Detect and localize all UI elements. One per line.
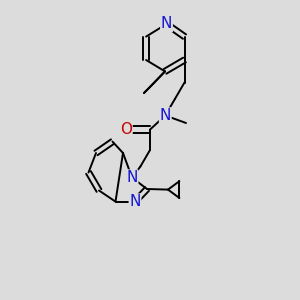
- Text: N: N: [129, 194, 141, 209]
- Text: N: N: [160, 108, 171, 123]
- Text: N: N: [126, 170, 138, 185]
- Text: O: O: [120, 122, 132, 137]
- Text: N: N: [161, 16, 172, 32]
